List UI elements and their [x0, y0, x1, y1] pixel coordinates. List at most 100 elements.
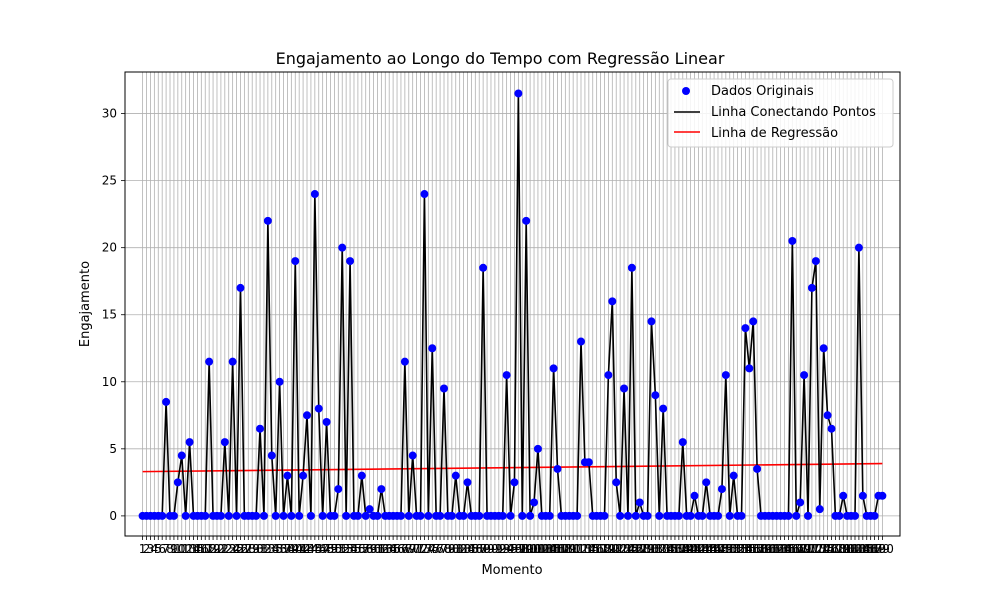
data-point [506, 511, 515, 520]
x-tick-label: 32 [256, 542, 271, 556]
data-point [530, 498, 539, 507]
x-tick-label: 172 [800, 542, 823, 556]
x-tick-label: 131 [640, 542, 663, 556]
x-tick-label: 81 [448, 542, 463, 556]
data-point [396, 511, 405, 520]
data-point [600, 511, 609, 520]
x-tick-label: 61 [370, 542, 385, 556]
data-point [604, 371, 613, 380]
x-tick-label: 19 [205, 542, 220, 556]
x-tick-label: 40 [288, 542, 303, 556]
data-point [275, 377, 284, 386]
data-point [291, 257, 300, 266]
data-point [651, 391, 660, 400]
data-point [408, 451, 417, 460]
data-point [459, 511, 468, 520]
data-point [232, 511, 241, 520]
data-point [635, 498, 644, 507]
x-tick-label: 183 [844, 542, 867, 556]
data-point [510, 478, 519, 487]
x-tick-label: 41 [292, 542, 307, 556]
data-point [416, 511, 425, 520]
x-tick-label: 20 [209, 542, 224, 556]
data-point [737, 511, 746, 520]
x-tick-label: 77 [432, 542, 447, 556]
data-point [436, 511, 445, 520]
y-tick-label: 0 [109, 509, 117, 523]
x-tick-label: 67 [393, 542, 408, 556]
data-point [796, 498, 805, 507]
data-point [725, 511, 734, 520]
x-tick-label: 57 [354, 542, 369, 556]
data-point [287, 511, 296, 520]
y-tick-label: 5 [109, 442, 117, 456]
x-tick-label: 135 [656, 542, 679, 556]
x-tick-label: 16 [194, 542, 209, 556]
y-axis-label: Engajamento [78, 261, 93, 347]
data-point [334, 485, 343, 494]
x-tick-label: 36 [272, 542, 287, 556]
x-tick-label: 48 [319, 542, 334, 556]
x-tick-label: 90 [483, 542, 498, 556]
legend-label-linha-conectando-pontos: Linha Conectando Pontos [711, 105, 876, 120]
data-point [236, 283, 245, 292]
x-tick-label: 174 [808, 542, 831, 556]
x-tick-label: 53 [339, 542, 354, 556]
data-point [533, 444, 542, 453]
data-point [447, 511, 456, 520]
x-tick-label: 46 [311, 542, 326, 556]
x-tick-label: 114 [573, 542, 596, 556]
data-point [514, 89, 523, 98]
data-point [870, 511, 879, 520]
x-tick-label: 11 [174, 542, 189, 556]
x-tick-label: 162 [761, 542, 784, 556]
x-tick-label: 128 [628, 542, 651, 556]
data-point [878, 491, 887, 500]
data-point [819, 344, 828, 353]
x-tick-label: 96 [507, 542, 522, 556]
data-point [424, 511, 433, 520]
x-tick-label: 141 [679, 542, 702, 556]
x-tick-label: 190 [871, 542, 894, 556]
data-points-layer [138, 89, 887, 520]
data-point [177, 451, 186, 460]
data-point [346, 257, 355, 266]
data-point [373, 511, 382, 520]
x-tick-label: 100 [519, 542, 542, 556]
x-tick-label: 92 [491, 542, 506, 556]
data-point [228, 357, 237, 366]
data-point [259, 511, 268, 520]
connecting-line [142, 92, 883, 517]
x-tick-label: 157 [742, 542, 765, 556]
x-tick-label: 87 [472, 542, 487, 556]
regression-layer [142, 462, 883, 473]
data-point [573, 511, 582, 520]
x-tick-label: 10 [170, 542, 185, 556]
x-tick-label: 44 [303, 542, 318, 556]
data-point [729, 471, 738, 480]
data-point [753, 464, 762, 473]
plot-area [125, 72, 900, 536]
data-point [631, 511, 640, 520]
legend: Dados Originais Linha Conectando Pontos … [667, 78, 894, 148]
data-point [815, 505, 824, 514]
x-tick-label: 136 [660, 542, 683, 556]
data-point [185, 438, 194, 447]
x-tick-label: 72 [413, 542, 428, 556]
x-tick-label: 139 [671, 542, 694, 556]
data-point [377, 485, 386, 494]
data-point [267, 451, 276, 460]
data-point [659, 404, 668, 413]
x-tick-label: 75 [425, 542, 440, 556]
x-tick-label: 137 [663, 542, 686, 556]
x-tick-label: 140 [675, 542, 698, 556]
x-tick-label: 180 [832, 542, 855, 556]
x-tick-label: 97 [511, 542, 526, 556]
x-tick-label: 94 [499, 542, 514, 556]
x-tick-label: 33 [260, 542, 275, 556]
x-tick-label: 117 [585, 542, 608, 556]
x-tick-label: 185 [851, 542, 874, 556]
x-tick-label: 189 [867, 542, 890, 556]
x-tick-label: 63 [378, 542, 393, 556]
x-tick-label: 184 [847, 542, 870, 556]
